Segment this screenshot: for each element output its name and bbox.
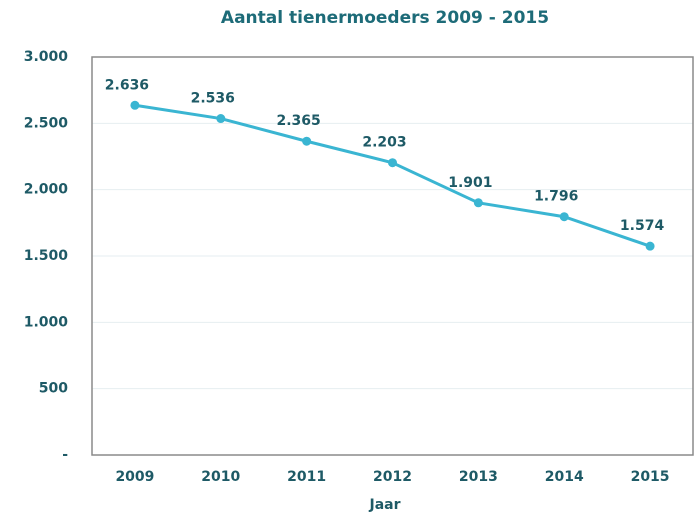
data-label: 1.796 (534, 189, 578, 205)
data-label: 1.574 (620, 218, 665, 234)
y-tick-label: 3.000 (24, 49, 69, 65)
point (473, 198, 483, 208)
plot-area (91, 56, 694, 456)
chart-title: Aantal tienermoeders 2009 - 2015 (221, 8, 549, 28)
point (645, 241, 655, 251)
data-label: 1.901 (448, 175, 492, 191)
point (388, 158, 397, 168)
y-tick-label: 2.000 (24, 182, 69, 198)
line (134, 103, 651, 248)
data-label: 2.636 (105, 77, 149, 93)
data-label: 2.536 (191, 91, 235, 107)
x-tick-label: 2013 (459, 469, 498, 485)
data-label: 2.365 (276, 113, 320, 129)
point (130, 100, 140, 110)
y-tick-label: 1.500 (24, 248, 69, 264)
x-tick-label: 2010 (201, 469, 240, 485)
data-label: 2.203 (362, 135, 406, 151)
y-tick-label: 500 (39, 381, 68, 397)
x-tick-label: 2011 (287, 469, 326, 485)
x-tick-label: 2009 (115, 469, 154, 485)
x-axis-label: Jaar (368, 497, 400, 513)
x-tick-label: 2014 (545, 469, 584, 485)
point (559, 212, 569, 222)
x-tick-label: 2012 (373, 469, 412, 485)
y-tick-label: 1.000 (24, 314, 69, 330)
point (302, 136, 312, 146)
point (216, 114, 226, 124)
y-tick-label: 2.500 (24, 115, 69, 131)
y-tick-label: - (62, 447, 68, 463)
x-tick-label: 2015 (631, 469, 670, 485)
